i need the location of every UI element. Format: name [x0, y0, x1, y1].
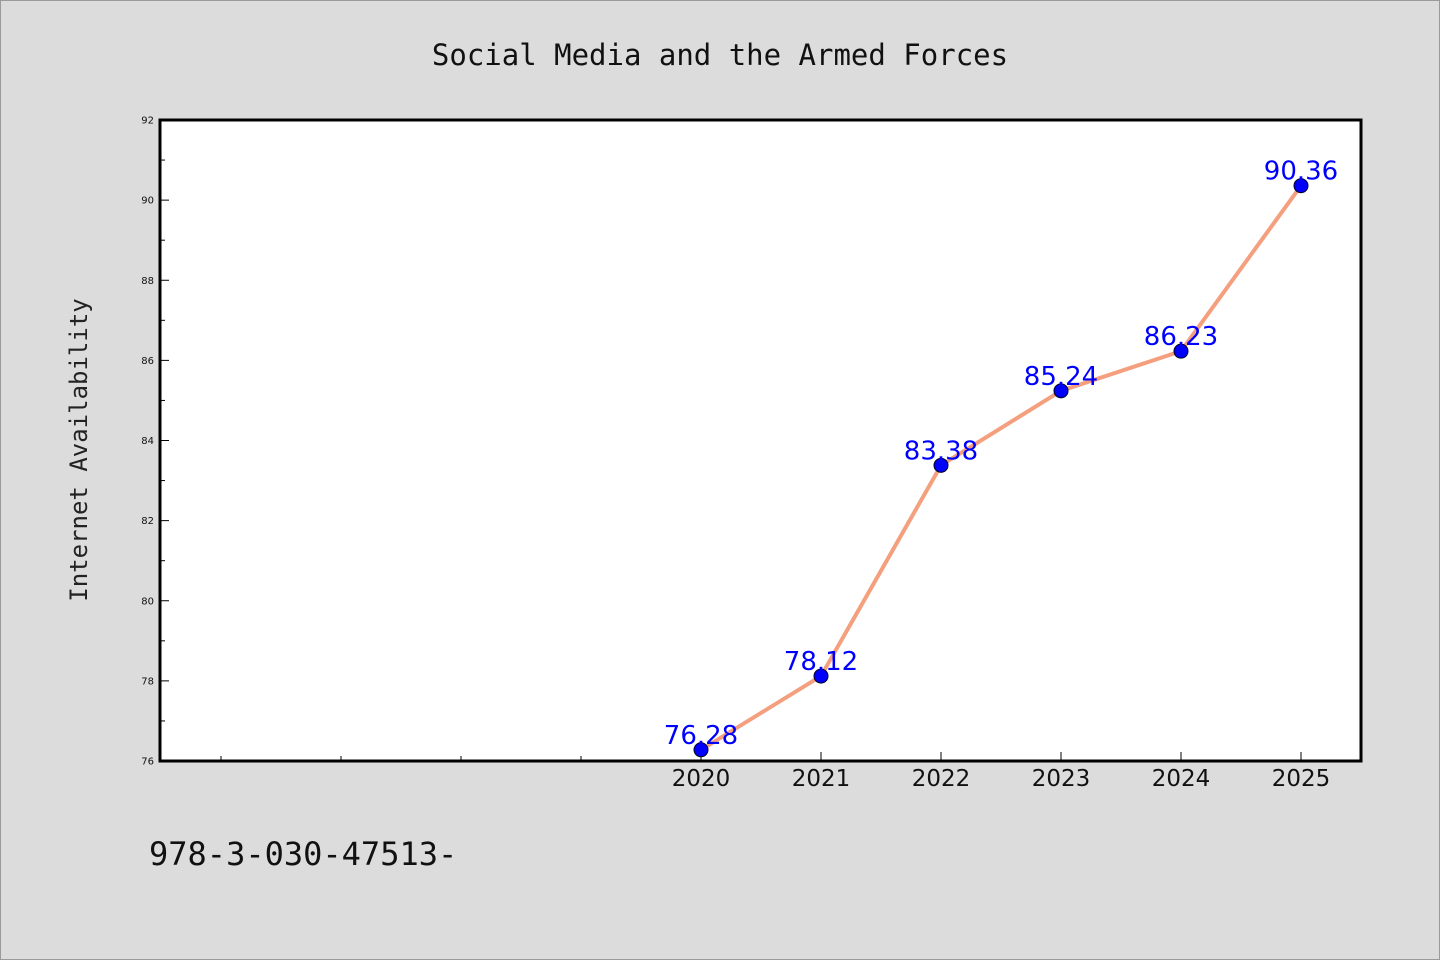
data-point	[1293, 178, 1309, 194]
y-tick-label: 80	[141, 596, 154, 607]
series-line	[699, 183, 1303, 752]
y-axis-label: Internet Availability	[65, 298, 93, 601]
x-tick-label: 2021	[792, 766, 851, 792]
chart-title: Social Media and the Armed Forces	[432, 38, 1008, 72]
x-tick-label: 2024	[1152, 766, 1211, 792]
x-tick-label: 2023	[1032, 766, 1091, 792]
y-tick-label: 86	[141, 356, 154, 367]
x-tick-label: 2022	[912, 766, 971, 792]
y-axis-ticks: 76 78 80 82 84 86 88 90 92	[141, 116, 169, 768]
data-label: 76.28	[664, 721, 738, 751]
footer-code: 978-3-030-47513-	[149, 835, 457, 873]
y-tick-label: 82	[141, 516, 154, 527]
y-tick-label: 90	[141, 196, 154, 207]
x-tick-label: 2025	[1272, 766, 1331, 792]
y-tick-label: 92	[141, 116, 154, 127]
data-label: 86.23	[1144, 322, 1218, 352]
y-tick-label: 76	[141, 757, 154, 768]
y-tick-label: 78	[141, 676, 154, 687]
series-layer: 76.28 78.12 83.38 85.24 86.23 90.36	[664, 157, 1338, 758]
data-point	[693, 742, 709, 758]
x-axis-ticks: 2020 2021 2022 2023 2024 2025	[220, 752, 1331, 792]
y-tick-label: 84	[141, 436, 154, 447]
data-point	[933, 457, 949, 473]
data-label: 85.24	[1024, 362, 1098, 392]
y-tick-label: 88	[141, 276, 154, 287]
data-label: 90.36	[1264, 157, 1338, 187]
data-point	[813, 668, 829, 684]
data-point	[1053, 383, 1069, 399]
plot-area	[158, 118, 1363, 763]
data-point	[1173, 343, 1189, 359]
data-label: 83.38	[904, 436, 978, 466]
data-label: 78.12	[784, 647, 858, 677]
x-tick-label: 2020	[672, 766, 731, 792]
